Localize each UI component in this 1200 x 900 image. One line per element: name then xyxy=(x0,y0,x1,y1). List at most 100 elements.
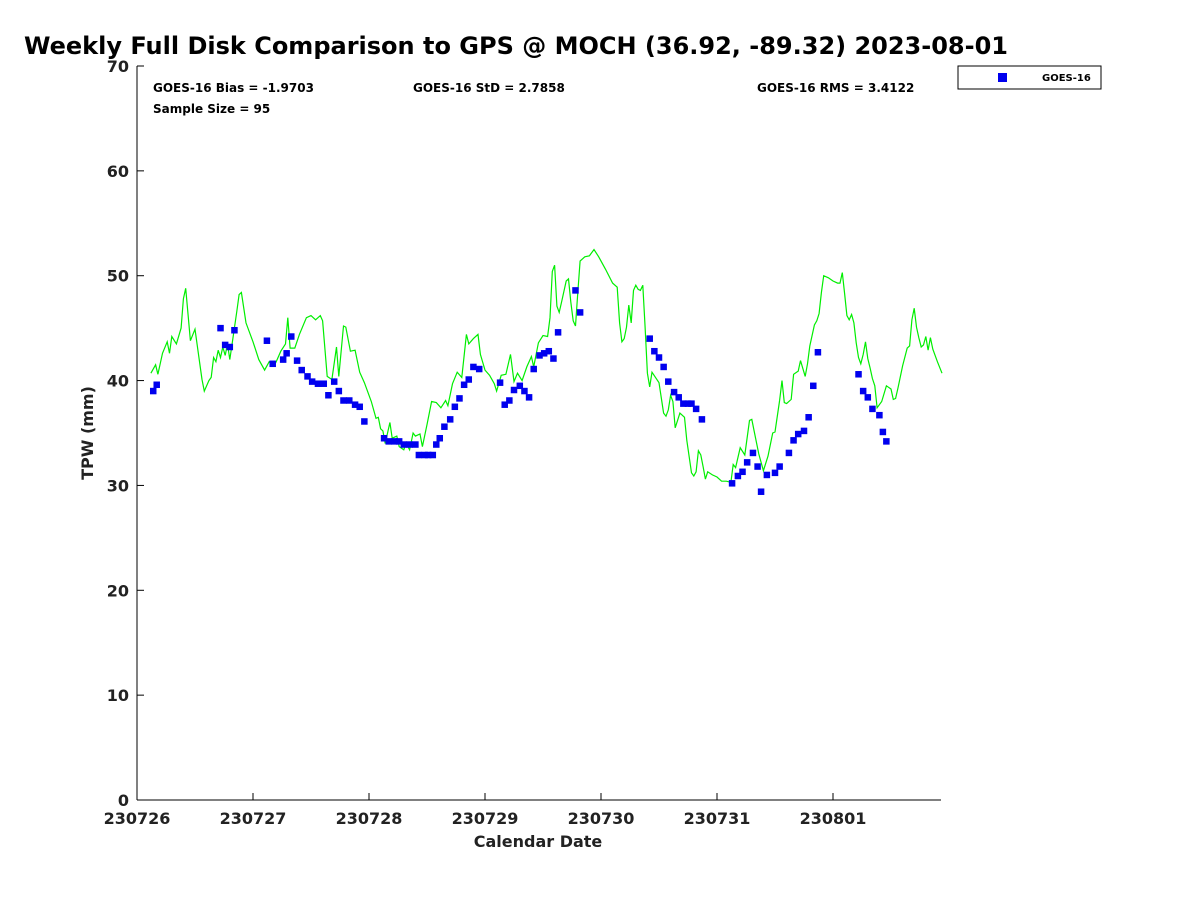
goes16-point xyxy=(288,333,295,340)
goes16-point xyxy=(680,400,687,407)
goes16-point xyxy=(876,411,883,419)
goes16-point xyxy=(814,349,822,356)
x-tick-label: 230729 xyxy=(452,809,519,828)
goes16-point xyxy=(771,469,779,477)
goes16-point xyxy=(460,381,468,389)
goes16-point xyxy=(424,451,432,459)
legend-box xyxy=(957,65,1102,90)
goes16-point xyxy=(441,423,448,430)
goes16-point xyxy=(698,416,706,423)
goes16-point xyxy=(655,354,663,361)
goes16-point xyxy=(688,400,695,407)
goes16-point xyxy=(651,347,658,355)
goes16-point xyxy=(346,397,353,404)
chart-title: Weekly Full Disk Comparison to GPS @ MOC… xyxy=(24,32,1008,60)
goes16-point xyxy=(646,335,653,342)
goes16-point xyxy=(335,387,343,395)
legend-marker-goes16 xyxy=(998,73,1007,82)
x-tick-label: 230730 xyxy=(568,809,635,828)
goes16-point xyxy=(320,380,328,387)
goes16-point xyxy=(864,394,872,401)
goes16-point xyxy=(385,438,392,445)
x-tick-label: 230731 xyxy=(684,809,751,828)
goes16-point xyxy=(545,347,553,355)
goes16-point xyxy=(415,451,423,459)
goes16-point xyxy=(665,378,672,385)
goes16-point xyxy=(743,459,751,466)
goes16-point xyxy=(314,380,322,387)
goes16-point xyxy=(421,451,428,459)
goes16-point xyxy=(475,365,483,373)
goes16-point xyxy=(429,451,437,459)
goes16-markers xyxy=(149,287,890,495)
x-tick-label: 230726 xyxy=(104,809,171,828)
y-tick-label: 70 xyxy=(107,57,129,76)
goes16-point xyxy=(879,428,887,436)
goes16-point xyxy=(728,480,736,487)
goes16-point xyxy=(298,366,305,374)
goes16-point xyxy=(406,441,413,448)
x-tick-label: 230801 xyxy=(800,809,867,828)
goes16-point xyxy=(231,326,238,334)
goes16-point xyxy=(869,405,876,413)
goes16-point xyxy=(516,382,524,390)
goes16-point xyxy=(692,405,700,413)
goes16-point xyxy=(675,394,682,401)
legend-label-goes16: GOES-16 xyxy=(1042,73,1091,84)
goes16-point xyxy=(530,365,537,373)
goes16-point xyxy=(446,416,454,423)
goes16-point xyxy=(536,352,543,359)
goes16-point xyxy=(226,343,234,351)
goes16-point xyxy=(757,488,765,495)
goes16-point xyxy=(456,395,463,402)
goes16-point xyxy=(149,387,157,395)
goes16-point xyxy=(451,403,459,411)
goes16-point xyxy=(395,438,403,445)
goes16-point xyxy=(883,438,890,445)
gps-series-line xyxy=(150,248,943,484)
goes16-point xyxy=(436,434,444,442)
goes16-point xyxy=(217,324,224,332)
goes16-point xyxy=(805,414,812,421)
axes: 0 10 20 30 40 50 60 70 230726 230727 230728 230729 2… xyxy=(104,57,941,828)
goes16-point xyxy=(763,471,771,479)
goes16-point xyxy=(734,472,742,480)
goes16-point xyxy=(433,441,440,448)
goes16-point xyxy=(749,449,757,457)
y-tick-label: 40 xyxy=(107,372,129,391)
goes16-point xyxy=(308,378,316,385)
goes16-point xyxy=(794,430,802,438)
stat-rms: GOES-16 RMS = 3.4122 xyxy=(757,81,914,95)
x-tick-label: 230728 xyxy=(336,809,403,828)
goes16-point xyxy=(754,463,761,470)
goes16-point xyxy=(506,397,513,404)
goes16-point xyxy=(293,357,301,364)
goes16-point xyxy=(153,381,160,389)
stat-sample-size: Sample Size = 95 xyxy=(153,102,270,116)
goes16-point xyxy=(554,329,562,336)
y-axis-label: TPW (mm) xyxy=(78,386,97,480)
goes16-point xyxy=(340,397,347,404)
goes16-point xyxy=(412,441,419,448)
stats-block: GOES-16 Bias = -1.9703 GOES-16 StD = 2.7… xyxy=(153,81,914,116)
goes16-point xyxy=(361,418,368,425)
legend: GOES-16 xyxy=(957,65,1102,90)
goes16-point xyxy=(283,350,290,357)
goes16-point xyxy=(776,463,783,470)
y-tick-label: 30 xyxy=(107,476,129,495)
goes16-point xyxy=(525,394,533,401)
goes16-point xyxy=(391,438,398,445)
goes16-point xyxy=(800,427,808,435)
goes16-point xyxy=(325,392,332,399)
goes16-point xyxy=(739,468,746,476)
goes16-point xyxy=(465,376,473,383)
goes16-point xyxy=(269,360,276,368)
y-tick-label: 20 xyxy=(107,581,129,600)
goes16-point xyxy=(263,337,271,344)
y-tick-label: 10 xyxy=(107,686,129,705)
goes16-point xyxy=(684,400,692,407)
y-tick-label: 50 xyxy=(107,267,129,286)
goes16-point xyxy=(810,382,817,390)
goes16-point xyxy=(855,371,862,378)
